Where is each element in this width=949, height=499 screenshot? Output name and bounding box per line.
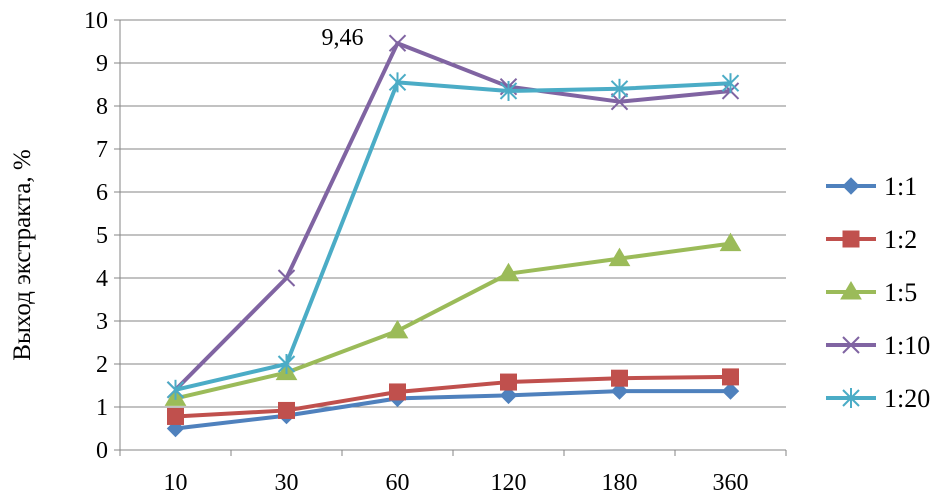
legend-label: 1:10 [884,331,930,360]
square-marker [722,368,739,386]
x-marker [388,34,407,52]
diamond-marker [610,382,629,400]
x-marker [610,92,629,111]
x-marker-stroke [842,336,860,354]
diamond-marker [499,386,518,405]
legend-item-1:1: 1:1 [826,172,917,201]
diamond-marker [721,382,740,400]
square-marker [842,230,860,248]
series-1:20 [166,72,740,400]
series-1:1 [166,382,740,438]
x-marker [277,269,296,287]
y-tick-label: 3 [96,309,108,335]
series-line [175,241,731,401]
legend-item-1:5: 1:5 [826,278,917,307]
star-marker [610,78,629,99]
series-line [175,389,731,431]
legend-item-1:20: 1:20 [826,384,930,413]
x-tick-label: 360 [713,470,749,496]
star-marker [277,354,296,374]
series-1:10 [166,34,740,399]
series-line [175,80,731,392]
y-tick-label: 5 [96,223,108,249]
triangle-marker [840,281,862,300]
square-marker [167,407,184,425]
y-tick-label: 1 [96,395,108,421]
x-tick-label: 120 [491,470,527,496]
star-marker [388,72,407,93]
y-tick-label: 4 [96,266,108,292]
axes [114,19,787,456]
series-line [174,41,731,392]
triangle-marker [497,262,520,282]
gridlines [120,19,786,408]
triangle-marker [608,247,631,267]
x-tick-label: 60 [386,470,410,496]
y-tick-label: 8 [96,94,108,120]
star-marker [842,388,860,408]
legend-label: 1:2 [884,225,917,254]
y-axis-label: Выход экстракта, % [9,149,36,360]
triangle-marker [386,319,409,339]
peak-annotation: 9,46 [322,25,364,51]
star-marker [499,80,518,101]
y-tick-label: 10 [84,8,108,34]
x-tick-label: 180 [602,470,638,496]
series-1:5 [164,232,742,406]
legend-item-1:2: 1:2 [826,225,917,254]
legend-label: 1:1 [884,172,917,201]
x-tick-label: 30 [275,470,299,496]
star-marker [166,379,185,400]
legend: 1:1 1:2 1:5 1:10 1:20 [826,172,930,413]
y-tick-label: 7 [96,137,108,163]
diamond-marker [842,177,860,195]
x-marker-stroke [277,269,296,287]
square-marker [389,383,406,401]
square-marker [611,369,628,387]
legend-item-1:10: 1:10 [826,331,930,360]
x-marker [842,336,860,354]
legend-label: 1:20 [884,384,930,413]
y-tick-label: 2 [96,352,108,378]
series-lines [164,34,742,438]
triangle-marker [719,232,742,252]
x-marker-stroke [388,34,407,52]
legend-label: 1:5 [884,278,917,307]
star-marker [721,73,740,94]
y-tick-label: 9 [96,51,108,77]
x-marker-stroke [610,92,629,111]
square-marker [500,373,517,391]
y-tick-label: 6 [96,180,108,206]
y-tick-label: 0 [96,438,108,464]
x-tick-label: 10 [164,470,188,496]
tick-labels: 0 1 2 3 4 5 6 7 8 9 10 10 30 60 120 180 360 [84,8,749,496]
series-line [175,374,731,419]
series-1:2 [167,368,739,425]
square-marker [278,401,295,419]
